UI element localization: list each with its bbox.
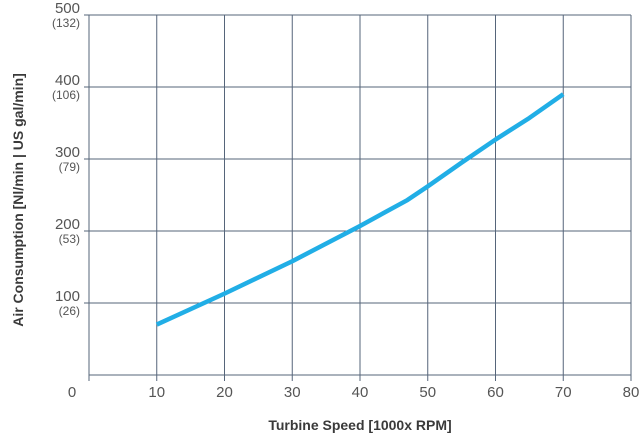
y-tick-sublabel: (79) [59,160,80,174]
y-tick-label: 200 [55,216,80,233]
x-tick-labels: 0 10 20 30 40 50 60 70 80 [68,384,640,401]
x-tick-label: 80 [623,384,640,401]
y-tick-label: 500 [55,0,80,17]
y-tick-sublabel: (106) [52,88,80,102]
y-tick-label: 400 [55,72,80,89]
grid-lines [89,14,632,375]
y-tick-sublabel: (132) [52,16,80,30]
x-tick-label: 0 [68,384,76,401]
x-tick-label: 50 [419,384,436,401]
y-tick-label: 300 [55,144,80,161]
axes [84,14,632,381]
y-tick-sublabel: (53) [59,232,80,246]
x-tick-label: 40 [352,384,369,401]
x-axis-title: Turbine Speed [1000x RPM] [268,417,451,433]
x-tick-label: 20 [216,384,233,401]
y-tick-sublabel: (26) [59,304,80,318]
y-tick-label: 100 [55,288,80,305]
y-axis-title: Air Consumption [Nl/min | US gal/min] [10,73,26,327]
x-tick-label: 10 [148,384,165,401]
y-tick-labels: 100(26) 200(53) 300(79) 400(106) 500(132) [52,0,80,318]
x-tick-label: 70 [555,384,572,401]
x-tick-label: 30 [284,384,301,401]
series-layer [155,92,565,327]
x-tick-label: 60 [487,384,504,401]
series-line [155,92,565,327]
